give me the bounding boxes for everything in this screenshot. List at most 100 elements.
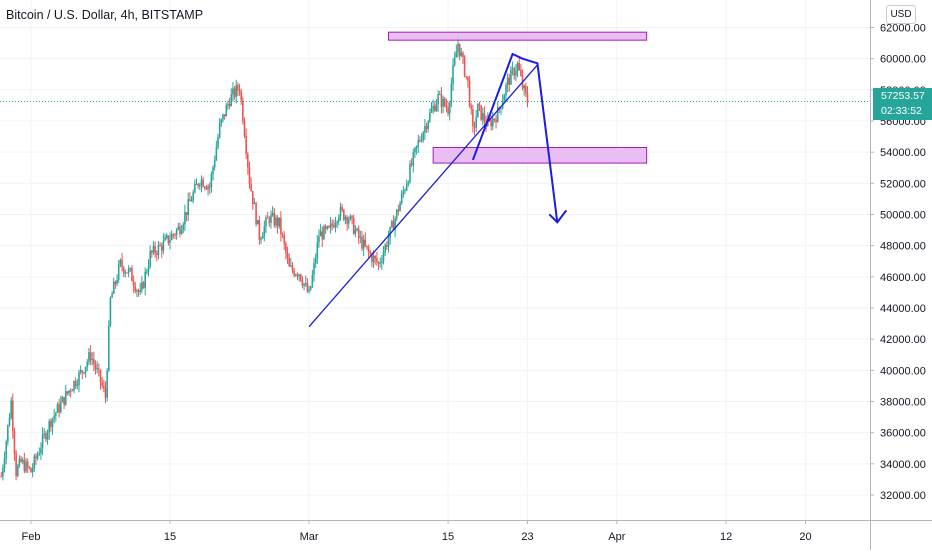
zones[interactable] (387, 31, 648, 164)
candle-body (59, 402, 62, 413)
candle-body (220, 119, 223, 124)
candle-body (227, 103, 229, 106)
candle-body (260, 238, 262, 241)
price-axis[interactable]: 32000.00 34000.00 36000.00 38000.00 40000.00… (870, 23, 926, 503)
candle-body (352, 217, 355, 234)
candle-body (513, 68, 516, 76)
candle-body (68, 390, 70, 394)
candle-body (78, 372, 80, 386)
candle-body (61, 397, 64, 403)
candle-body (480, 105, 482, 120)
candle-body (443, 98, 446, 106)
candle-body (172, 234, 175, 236)
candle-body (357, 228, 360, 238)
candle-body (117, 264, 120, 281)
candle-body (0, 476, 3, 478)
candle-body (197, 183, 199, 187)
candle-body (43, 433, 46, 435)
candle-body (397, 209, 400, 212)
candle-body (225, 105, 228, 117)
candle-body (384, 244, 386, 253)
candle-body (146, 271, 148, 273)
candle-body (475, 117, 477, 128)
candle-body (400, 193, 403, 203)
candle-body (273, 213, 276, 226)
candle-body (200, 179, 203, 185)
candle-body (295, 274, 297, 276)
candle-body (271, 213, 274, 216)
candle-body (149, 250, 151, 267)
candle-body (525, 85, 527, 93)
grid (0, 0, 870, 520)
zone-rectangle[interactable] (387, 31, 648, 41)
candle-body (13, 431, 16, 454)
candle-body (3, 458, 6, 468)
candle-body (195, 183, 198, 185)
candle-body (404, 190, 406, 192)
candle-body (20, 458, 22, 462)
candle-body (232, 88, 234, 95)
candle-body (381, 261, 383, 263)
candle-body (496, 107, 499, 123)
projection-arrow[interactable] (471, 52, 559, 223)
candle-body (131, 268, 133, 282)
candle-body (157, 245, 160, 256)
candle-body (137, 290, 140, 293)
candle-body (169, 240, 171, 244)
candle-body (40, 448, 42, 454)
candle-body (243, 121, 246, 137)
candle-body (318, 236, 320, 243)
zone-rectangle[interactable] (432, 146, 648, 164)
candle-body (93, 359, 95, 365)
candle-body (505, 84, 507, 96)
candle-body (107, 325, 110, 371)
candle-body (367, 247, 370, 253)
candle-body (520, 69, 522, 76)
candle-body (364, 239, 367, 246)
candle-body (483, 113, 486, 123)
candle-body (503, 95, 506, 102)
candle-body (84, 366, 87, 374)
candle-body (341, 206, 343, 210)
time-tick-label: 15 (442, 531, 454, 543)
candle-body (124, 272, 127, 274)
candle-body (478, 103, 481, 106)
candle-body (510, 69, 512, 85)
candle-body (233, 88, 236, 97)
candle-body (152, 245, 155, 253)
candle-body (515, 71, 517, 76)
candle-body (66, 391, 69, 394)
drawings[interactable] (308, 52, 568, 328)
candle-body (162, 240, 165, 251)
candle-body (306, 282, 309, 292)
candle-body (103, 385, 105, 389)
candle-body (179, 226, 181, 234)
price-tick-label: 40000.00 (880, 365, 926, 377)
candle-body (119, 259, 122, 265)
candle-body (141, 282, 143, 291)
candle-body (250, 183, 252, 192)
candle-body (164, 237, 166, 241)
candle-body (165, 235, 168, 238)
candle-body (500, 108, 502, 110)
candle-body (170, 234, 173, 241)
candle-body (230, 94, 233, 106)
candle-body (490, 120, 492, 127)
trendline[interactable] (308, 64, 538, 328)
time-axis[interactable]: Feb 15 Mar 15 23 Apr 12 20 (22, 520, 812, 543)
candle-body (261, 235, 264, 239)
candle-body (427, 121, 429, 129)
candle-body (64, 391, 67, 405)
currency-badge[interactable]: USD (886, 5, 916, 24)
candle-body (266, 217, 269, 219)
candle-body (409, 163, 411, 183)
candle-body (361, 236, 363, 249)
candle-body (207, 186, 209, 190)
candle-body (159, 245, 161, 247)
candle-body (136, 290, 138, 292)
candle-body (407, 182, 410, 185)
candle-body (424, 126, 426, 133)
candle-body (10, 400, 12, 419)
